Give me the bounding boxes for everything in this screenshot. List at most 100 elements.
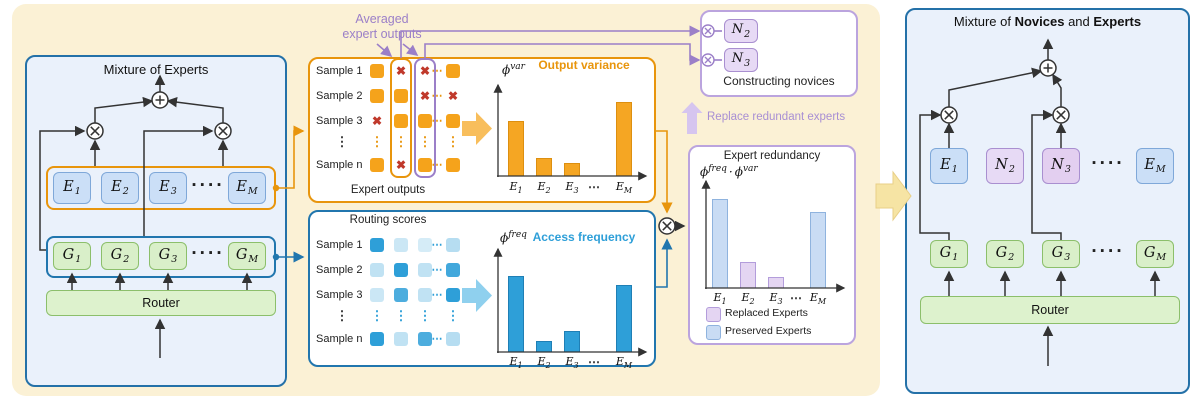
routing-score-cell [418, 263, 432, 277]
removed-output-mark: ✖ [447, 89, 459, 103]
averaged-column-outline-2 [414, 58, 436, 178]
gate-row-outline [46, 236, 276, 278]
chart-hdots: ⋯ [588, 180, 600, 194]
expert-row-outline [46, 166, 276, 210]
novice-box-n2: N2 [724, 19, 758, 43]
chart-bar [508, 121, 524, 176]
mone-title-mid: and [1064, 14, 1094, 29]
expert-output-cell [370, 158, 384, 172]
mone-gate-g3: G3 [1042, 240, 1080, 268]
chart-xlabel: E3 [565, 180, 579, 196]
phi-var-label: ϕvar [502, 62, 525, 77]
mone-gate-gm: GM [1136, 240, 1174, 268]
expert-output-cell [394, 89, 408, 103]
legend-label-preserved: Preserved Experts [725, 325, 812, 337]
grid-vdots: ⋮ [335, 308, 349, 323]
moe-panel-title: Mixture of Experts [103, 62, 209, 77]
expert-output-cell [394, 114, 408, 128]
chart-xlabel: E3 [769, 291, 783, 307]
legend-swatch-replaced [706, 307, 721, 322]
removed-output-mark: ✖ [419, 89, 431, 103]
mone-box-row-ellipsis: ···· [1091, 153, 1125, 174]
variance-chart-title: Output variance [538, 58, 630, 72]
routing-score-cell [370, 332, 384, 346]
expert-output-cell [370, 89, 384, 103]
removed-output-mark: ✖ [419, 64, 431, 78]
chart-xlabel: EM [615, 180, 633, 196]
phi-freq-label: ϕfreq [500, 230, 527, 245]
gate-box-g2: G2 [101, 242, 139, 270]
grid-vdots: ⋮ [446, 134, 460, 149]
chart-xlabel: EM [615, 355, 633, 371]
row-hdots: ⋯ [431, 289, 443, 301]
chart-bar [536, 341, 552, 352]
expert-output-cell [446, 64, 460, 78]
novice-box-n3: N3 [724, 48, 758, 72]
averaged-outputs-label-line1: Averaged [355, 12, 409, 26]
chart-xlabel: E2 [537, 355, 551, 371]
routing-score-cell [370, 238, 384, 252]
chart-xlabel: E2 [537, 180, 551, 196]
expert-output-cell [418, 158, 432, 172]
expert-outputs-caption: Expert outputs [350, 184, 426, 196]
sample-label: Sample 2 [316, 264, 363, 276]
grid-vdots: ⋮ [446, 308, 460, 323]
grid-vdots: ⋮ [394, 134, 408, 149]
chart-bar [616, 102, 632, 176]
grid-vdots: ⋮ [394, 308, 408, 323]
removed-output-mark: ✖ [395, 158, 407, 172]
expert-output-cell [446, 158, 460, 172]
chart-xlabel: E1 [509, 355, 523, 371]
sample-label: Sample n [316, 333, 363, 345]
routing-score-cell [418, 238, 432, 252]
row-hdots: ⋯ [431, 90, 443, 102]
routing-score-cell [370, 288, 384, 302]
routing-score-cell [418, 288, 432, 302]
mone-gate-g2: G2 [986, 240, 1024, 268]
removed-output-mark: ✖ [395, 64, 407, 78]
sample-label: Sample 2 [316, 90, 363, 102]
expert-box-em: EM [228, 172, 266, 204]
mone-box-n3: N3 [1042, 148, 1080, 184]
chart-bar [564, 163, 580, 176]
row-hdots: ⋯ [431, 159, 443, 171]
row-hdots: ⋯ [431, 333, 443, 345]
novices-title: Constructing novices [723, 74, 835, 88]
chart-bar [740, 262, 756, 288]
chart-bar [768, 277, 784, 288]
legend-swatch-preserved [706, 325, 721, 340]
sample-label: Sample 1 [316, 239, 363, 251]
mone-panel [905, 8, 1190, 394]
expert-output-cell [370, 64, 384, 78]
sample-label: Sample 1 [316, 65, 363, 77]
expert-box-e2: E2 [101, 172, 139, 204]
routing-score-cell [446, 332, 460, 346]
grid-vdots: ⋮ [370, 134, 384, 149]
routing-score-cell [370, 263, 384, 277]
chart-bar [712, 199, 728, 288]
sample-label: Sample 3 [316, 115, 363, 127]
expert-output-cell [418, 114, 432, 128]
routing-score-cell [394, 288, 408, 302]
mone-panel-title: Mixture of Novices and Experts [905, 14, 1190, 29]
mone-box-n2: N2 [986, 148, 1024, 184]
routing-score-cell [446, 238, 460, 252]
moe-panel [25, 55, 287, 387]
mone-title-prefix: Mixture of [953, 14, 1015, 29]
averaged-outputs-label: Averaged expert outputs [320, 12, 444, 42]
replace-redundant-label: Replace redundant experts [707, 111, 846, 123]
chart-bar [536, 158, 552, 176]
frequency-chart-title: Access frequency [532, 230, 636, 244]
routing-score-cell [418, 332, 432, 346]
chart-bar [508, 276, 524, 352]
routing-score-cell [446, 263, 460, 277]
gate-row-ellipsis: ···· [191, 243, 225, 264]
row-hdots: ⋯ [431, 239, 443, 251]
chart-bar [616, 285, 632, 352]
routing-score-cell [394, 263, 408, 277]
row-hdots: ⋯ [431, 115, 443, 127]
router-box: Router [46, 290, 276, 316]
chart-hdots: ⋯ [588, 355, 600, 369]
mone-box-e1: E1 [930, 148, 968, 184]
